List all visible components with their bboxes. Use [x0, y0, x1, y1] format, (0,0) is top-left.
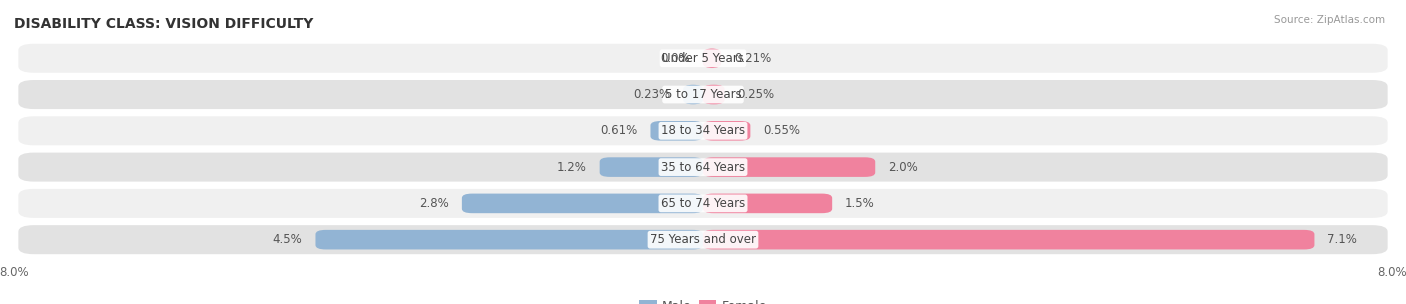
- FancyBboxPatch shape: [18, 80, 1388, 109]
- FancyBboxPatch shape: [18, 153, 1388, 181]
- Text: 0.0%: 0.0%: [661, 52, 690, 65]
- Text: 2.8%: 2.8%: [419, 197, 449, 210]
- FancyBboxPatch shape: [703, 121, 751, 141]
- FancyBboxPatch shape: [18, 44, 1388, 73]
- FancyBboxPatch shape: [703, 85, 724, 104]
- Text: Under 5 Years: Under 5 Years: [662, 52, 744, 65]
- Text: 1.5%: 1.5%: [845, 197, 875, 210]
- Text: 4.5%: 4.5%: [273, 233, 302, 246]
- Text: 35 to 64 Years: 35 to 64 Years: [661, 161, 745, 174]
- FancyBboxPatch shape: [18, 116, 1388, 145]
- FancyBboxPatch shape: [651, 121, 703, 141]
- Text: Source: ZipAtlas.com: Source: ZipAtlas.com: [1274, 15, 1385, 25]
- FancyBboxPatch shape: [683, 85, 703, 104]
- Text: 0.21%: 0.21%: [734, 52, 772, 65]
- Text: 0.61%: 0.61%: [600, 124, 637, 137]
- FancyBboxPatch shape: [461, 194, 703, 213]
- FancyBboxPatch shape: [599, 157, 703, 177]
- FancyBboxPatch shape: [703, 230, 1315, 250]
- FancyBboxPatch shape: [703, 48, 721, 68]
- Text: 0.25%: 0.25%: [738, 88, 775, 101]
- Text: 5 to 17 Years: 5 to 17 Years: [665, 88, 741, 101]
- FancyBboxPatch shape: [18, 225, 1388, 254]
- Text: 7.1%: 7.1%: [1327, 233, 1357, 246]
- Text: 0.55%: 0.55%: [763, 124, 800, 137]
- Text: 1.2%: 1.2%: [557, 161, 586, 174]
- FancyBboxPatch shape: [18, 189, 1388, 218]
- Text: 75 Years and over: 75 Years and over: [650, 233, 756, 246]
- Text: 2.0%: 2.0%: [889, 161, 918, 174]
- Text: 18 to 34 Years: 18 to 34 Years: [661, 124, 745, 137]
- FancyBboxPatch shape: [703, 194, 832, 213]
- FancyBboxPatch shape: [315, 230, 703, 250]
- Text: 0.23%: 0.23%: [633, 88, 671, 101]
- Legend: Male, Female: Male, Female: [634, 295, 772, 304]
- Text: DISABILITY CLASS: VISION DIFFICULTY: DISABILITY CLASS: VISION DIFFICULTY: [14, 17, 314, 31]
- FancyBboxPatch shape: [703, 157, 875, 177]
- Text: 65 to 74 Years: 65 to 74 Years: [661, 197, 745, 210]
